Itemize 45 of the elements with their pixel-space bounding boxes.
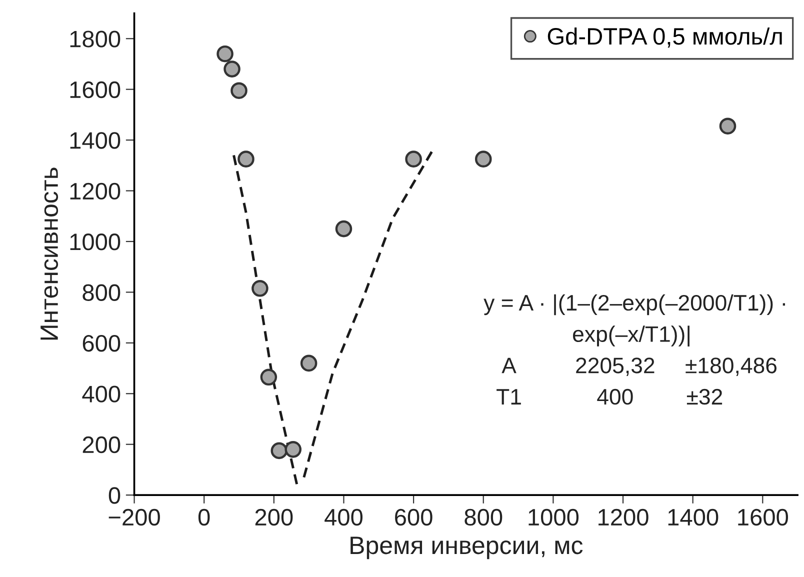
y-tick-label: 600 xyxy=(82,334,120,352)
annotation: ±32 xyxy=(686,388,722,405)
x-tick-label: 1000 xyxy=(528,508,579,526)
y-tick-label: 200 xyxy=(82,436,120,454)
y-tick-label: 400 xyxy=(82,386,120,402)
annotation: A xyxy=(502,358,516,374)
point xyxy=(224,60,240,78)
x-tick-label: 200 xyxy=(255,508,293,526)
x-tick-label: 1600 xyxy=(738,508,788,526)
annotation: 2205,32 xyxy=(576,358,654,376)
annotation: ±180,486 xyxy=(686,358,777,376)
annotation: exp(–x/T1))| xyxy=(573,326,690,346)
point xyxy=(252,280,268,297)
point xyxy=(270,442,288,460)
point xyxy=(474,150,492,168)
annotation: y = A · |(1–(2–exp(–2000/T1)) · xyxy=(484,294,785,316)
point xyxy=(335,220,352,238)
annotation: 400 xyxy=(597,388,633,405)
point xyxy=(216,45,234,62)
x-tick-label: 0 xyxy=(198,508,210,526)
point xyxy=(284,441,302,458)
legend-label: Gd-DTPA 0,5 ммоль/л xyxy=(548,27,782,48)
point xyxy=(719,118,736,135)
line-series xyxy=(232,154,299,488)
x-tick-label: 1400 xyxy=(668,508,718,526)
x-tick-label: 800 xyxy=(464,508,502,526)
y-tick-label: 1600 xyxy=(70,81,120,98)
point xyxy=(238,150,254,168)
point xyxy=(230,82,248,100)
x-tick-label: 600 xyxy=(395,508,432,526)
y-tick-label: 1400 xyxy=(70,132,120,149)
y-tick-label: 1800 xyxy=(70,30,120,48)
point xyxy=(260,368,278,386)
y-tick-label: 0 xyxy=(108,487,120,504)
y-tick-label: 1200 xyxy=(70,182,120,200)
x-tick-label: 1200 xyxy=(598,508,648,526)
annotation: T1 xyxy=(496,389,521,404)
point xyxy=(405,150,422,168)
point xyxy=(300,354,318,372)
x-tick-label: 400 xyxy=(324,508,363,526)
x-axis-title: Время инверсии, мс xyxy=(350,536,583,560)
y-axis-title: Интенсивность xyxy=(40,168,58,340)
y-tick-label: 1000 xyxy=(70,234,120,250)
x-tick-label: −200 xyxy=(108,508,160,526)
y-tick-label: 800 xyxy=(82,284,120,301)
